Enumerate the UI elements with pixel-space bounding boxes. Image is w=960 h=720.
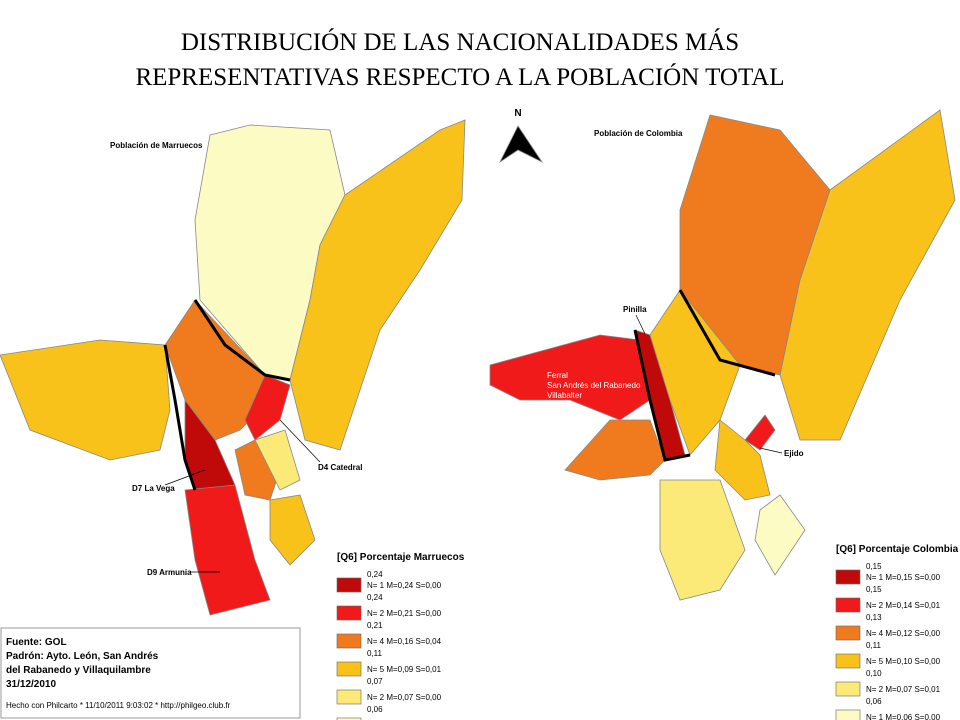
- source-line: del Rabanedo y Villaquilambre: [6, 665, 151, 676]
- legend-entry: N= 4 M=0,12 S=0,00: [866, 629, 941, 638]
- region: [269, 494, 316, 566]
- source-line: Fuente: GOL: [6, 637, 67, 648]
- leader: [635, 314, 646, 335]
- legend-swatch: [336, 577, 362, 593]
- region: [754, 494, 806, 576]
- region: [184, 484, 271, 616]
- legend-bound: 0,11: [866, 641, 882, 650]
- legend-entry: N= 1 M=0,15 S=0,00: [866, 573, 941, 582]
- legend-entry: N= 5 M=0,09 S=0,01: [367, 665, 442, 674]
- map-label: San Andrés del Rabanedo: [547, 381, 641, 390]
- leader: [279, 419, 321, 463]
- source-credit: Hecho con Philcarto * 11/10/2011 9:03:02…: [6, 701, 231, 710]
- legend-swatch: [835, 597, 861, 613]
- boundary: [678, 289, 776, 377]
- boundary: [193, 299, 291, 382]
- region: [779, 109, 956, 441]
- north-label: N: [514, 108, 521, 119]
- source-line: Padrón: Ayto. León, San Andrés: [6, 651, 159, 662]
- map-label: Ferral: [547, 371, 568, 380]
- boundary: [633, 329, 691, 462]
- map-label: D7 La Vega: [132, 484, 175, 493]
- boundary: [163, 344, 197, 491]
- leader: [164, 469, 206, 486]
- leader: [759, 447, 783, 454]
- legend-bound: 0,06: [866, 697, 882, 706]
- region: [289, 119, 466, 451]
- legend-bound: 0,15: [866, 562, 882, 571]
- legend-bound: 0,11: [367, 649, 383, 658]
- legend-bound: 0,07: [367, 677, 383, 686]
- legend-swatch: [336, 605, 362, 621]
- legend-entry: N= 5 M=0,10 S=0,00: [866, 657, 941, 666]
- title-line: DISTRIBUCIÓN DE LAS NACIONALIDADES MÁS: [181, 28, 739, 56]
- legend-bound: 0,06: [367, 705, 383, 714]
- legend-bound: 0,21: [367, 621, 383, 630]
- map-label: D4 Catedral: [318, 463, 362, 472]
- region: [659, 479, 746, 601]
- legend-swatch: [835, 625, 861, 641]
- legend-entry: N= 4 M=0,16 S=0,04: [367, 637, 442, 646]
- legend-entry: N= 2 M=0,14 S=0,01: [866, 601, 941, 610]
- legend-entry: N= 2 M=0,21 S=0,00: [367, 609, 442, 618]
- legend-title: [Q6] Porcentaje Marruecos: [337, 552, 465, 563]
- legends: [Q6] Porcentaje Marruecos 0,24 N= 1 M=0,24…: [333, 540, 960, 720]
- legend-entry: N= 2 M=0,07 S=0,01: [866, 685, 941, 694]
- legend-bound: 0,24: [367, 570, 383, 579]
- legend-entry: N= 1 M=0,24 S=0,00: [367, 581, 442, 590]
- legend-title: [Q6] Porcentaje Colombia: [836, 544, 959, 555]
- region: [234, 439, 281, 501]
- map-title: Población de Marruecos: [110, 141, 203, 150]
- region: [744, 414, 776, 451]
- legend-swatch: [336, 689, 362, 705]
- legend-entry: N= 1 M=0,06 S=0,00: [866, 713, 941, 720]
- region: [564, 419, 666, 481]
- region: [489, 334, 651, 421]
- map-label: D9 Armunia: [147, 568, 192, 577]
- map-right: Población de Colombia Pinilla Ferral San…: [489, 109, 956, 601]
- legend-bound: 0,10: [866, 669, 882, 678]
- map-label: Villabalter: [547, 391, 582, 400]
- title-line: REPRESENTATIVAS RESPECTO A LA POBLACIÓN …: [135, 63, 784, 91]
- region: [254, 429, 301, 491]
- region: [244, 374, 291, 441]
- legend-swatch: [835, 653, 861, 669]
- map-left: Población de Marruecos D4 Catedral D7 La…: [0, 119, 466, 616]
- source-line: 31/12/2010: [6, 679, 56, 690]
- legend-entry: N= 2 M=0,07 S=0,00: [367, 693, 442, 702]
- legend-swatch: [835, 709, 861, 720]
- legend-bound: 0,24: [367, 593, 383, 602]
- map-title: Población de Colombia: [594, 129, 683, 138]
- legend-bound: 0,13: [866, 613, 882, 622]
- map-label: Pinilla: [623, 305, 647, 314]
- source-box: Fuente: GOL Padrón: Ayto. León, San Andr…: [0, 627, 301, 719]
- legend-swatch: [835, 569, 861, 585]
- north-arrow: [498, 125, 544, 164]
- legend-bound: 0,15: [866, 585, 882, 594]
- region: [0, 339, 171, 461]
- legend-swatch: [835, 681, 861, 697]
- source-frame: [0, 627, 301, 719]
- legend-swatch: [336, 633, 362, 649]
- map-label: Ejido: [784, 449, 804, 458]
- legend-swatch: [336, 661, 362, 677]
- legend-swatch: [336, 717, 362, 720]
